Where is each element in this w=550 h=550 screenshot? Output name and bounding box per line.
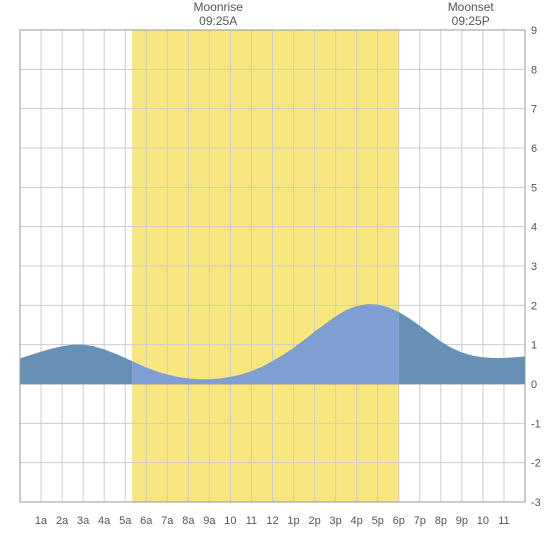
- moonrise-label: Moonrise: [183, 0, 253, 14]
- svg-text:9a: 9a: [203, 515, 216, 527]
- svg-text:0: 0: [531, 379, 537, 391]
- svg-text:6a: 6a: [140, 515, 153, 527]
- svg-text:1p: 1p: [287, 515, 299, 527]
- svg-text:-2: -2: [531, 458, 541, 470]
- svg-text:3: 3: [531, 261, 537, 273]
- svg-text:6p: 6p: [393, 515, 405, 527]
- moonset-time: 09:25P: [436, 14, 506, 28]
- svg-text:2: 2: [531, 300, 537, 312]
- svg-text:3a: 3a: [77, 515, 90, 527]
- svg-text:3p: 3p: [330, 515, 342, 527]
- svg-text:12: 12: [266, 515, 278, 527]
- svg-text:2a: 2a: [56, 515, 69, 527]
- svg-text:4: 4: [531, 222, 537, 234]
- tide-chart: { "chart": { "type": "area", "width_px":…: [0, 0, 550, 550]
- svg-text:4a: 4a: [98, 515, 111, 527]
- svg-text:7: 7: [531, 104, 537, 116]
- svg-text:7a: 7a: [161, 515, 174, 527]
- svg-text:8p: 8p: [435, 515, 447, 527]
- svg-text:6: 6: [531, 143, 537, 155]
- chart-svg: 1a2a3a4a5a6a7a8a9a1011121p2p3p4p5p6p7p8p…: [0, 0, 550, 550]
- svg-text:11: 11: [246, 515, 257, 527]
- svg-text:10: 10: [477, 515, 489, 527]
- svg-text:-1: -1: [531, 418, 541, 430]
- moonset-label: Moonset: [436, 0, 506, 14]
- svg-text:5: 5: [531, 182, 537, 194]
- svg-text:9p: 9p: [456, 515, 468, 527]
- svg-text:8: 8: [531, 64, 537, 76]
- svg-text:2p: 2p: [308, 515, 320, 527]
- svg-text:4p: 4p: [351, 515, 363, 527]
- svg-text:-3: -3: [531, 497, 541, 509]
- svg-text:10: 10: [224, 515, 236, 527]
- svg-text:11: 11: [498, 515, 509, 527]
- svg-text:1a: 1a: [35, 515, 48, 527]
- svg-text:5p: 5p: [372, 515, 384, 527]
- svg-text:7p: 7p: [414, 515, 426, 527]
- moonrise-time: 09:25A: [183, 14, 253, 28]
- svg-text:5a: 5a: [119, 515, 132, 527]
- svg-text:1: 1: [531, 340, 537, 352]
- svg-text:9: 9: [531, 25, 537, 37]
- svg-text:8a: 8a: [182, 515, 195, 527]
